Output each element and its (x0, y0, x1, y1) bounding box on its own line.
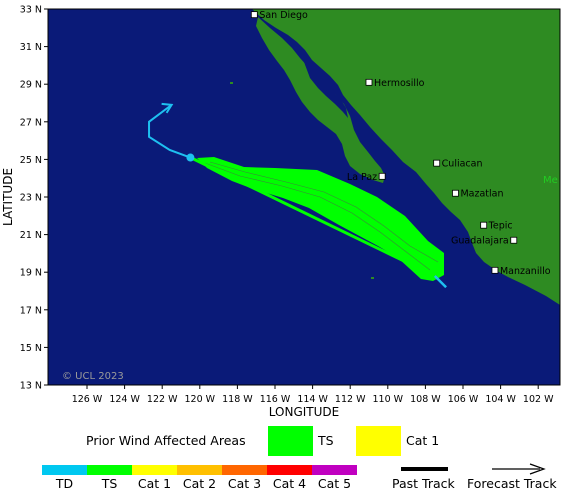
lat-tick-label: 33 N (20, 5, 42, 16)
city-marker (491, 266, 499, 274)
scale-bar (177, 465, 222, 475)
axis-ticks: 33 N 31 N 29 N 27 N 25 N 23 N 21 N 19 N 17 N 15 N… (20, 5, 554, 406)
scale-bar (87, 465, 132, 475)
storm-track (148, 102, 447, 289)
cat1-swatch (356, 426, 401, 456)
swath-line (209, 161, 439, 263)
city-label: Hermosillo (374, 78, 425, 89)
forecast-track-line (148, 104, 191, 159)
lon-tick-label: 104 W (485, 394, 516, 405)
copyright-label: © UCL 2023 (62, 371, 124, 382)
city-label: Guadalajara (451, 236, 509, 247)
forecast-track-label: Forecast Track (467, 476, 557, 491)
scale-label: Cat 3 (227, 476, 262, 491)
island (230, 82, 233, 84)
city-marker (480, 221, 488, 229)
forecast-arrowhead (161, 102, 174, 114)
lon-tick-label: 112 W (335, 394, 366, 405)
past-track-label: Past Track (392, 476, 455, 491)
cat1-swatch-label: Cat 1 (406, 433, 440, 448)
city-label: Culiacan (442, 159, 483, 170)
current-position-marker (186, 153, 195, 162)
lon-tick-label: 122 W (147, 394, 178, 405)
lon-tick-label: 108 W (410, 394, 441, 405)
city-marker (510, 236, 518, 244)
swath-contours (204, 161, 439, 271)
scale-bar (267, 465, 312, 475)
city-marker (365, 78, 373, 86)
lat-tick-label: 21 N (20, 230, 42, 241)
lat-tick-label: 29 N (20, 80, 42, 91)
city-label: La Paz (347, 172, 377, 183)
x-axis-title: LONGITUDE (269, 405, 339, 419)
island (344, 84, 347, 87)
baja-california (256, 17, 385, 183)
lon-tick-label: 114 W (297, 394, 328, 405)
lat-tick-label: 25 N (20, 155, 42, 166)
city-marker (250, 11, 258, 19)
lat-tick-label: 19 N (20, 268, 42, 279)
island (371, 277, 374, 279)
lat-tick-label: 17 N (20, 305, 42, 316)
scale-bar (42, 465, 87, 475)
lat-tick-label: 31 N (20, 42, 42, 53)
prior-wind-label: Prior Wind Affected Areas (86, 433, 246, 448)
lat-tick-label: 23 N (20, 193, 42, 204)
scale-label: TD (55, 476, 74, 491)
scale-label: Cat 2 (182, 476, 217, 491)
swath-line (204, 162, 431, 271)
lon-tick-label: 120 W (185, 394, 216, 405)
city-marker (433, 159, 441, 167)
lon-tick-label: 110 W (373, 394, 404, 405)
land (230, 9, 560, 305)
scale-bar (312, 465, 357, 475)
ts-track-segment (189, 156, 436, 278)
ts-wind-swath (197, 157, 444, 281)
td-track-segment (433, 275, 447, 289)
lat-tick-label: 15 N (20, 343, 42, 354)
city-marker (452, 189, 459, 197)
lon-tick-label: 118 W (222, 394, 253, 405)
lat-tick-label: 27 N (20, 117, 42, 128)
lat-tick-label: 13 N (20, 381, 42, 392)
city-label: Manzanillo (500, 266, 551, 277)
lon-tick-label: 102 W (523, 394, 554, 405)
lon-tick-label: 124 W (109, 394, 140, 405)
ts-swatch (268, 426, 313, 456)
scale-label: Cat 5 (317, 476, 352, 491)
mainland (252, 9, 560, 305)
scale-label: Cat 4 (272, 476, 307, 491)
y-axis-title: LATITUDE (1, 168, 15, 226)
scale-label: TS (101, 476, 118, 491)
city-label: San Diego (259, 10, 308, 21)
lon-tick-label: 116 W (260, 394, 291, 405)
map-frame (47, 8, 561, 386)
scale-bar (222, 465, 267, 475)
city-label: Tepic (488, 221, 513, 232)
ts-swatch-label: TS (318, 433, 334, 448)
city-labels: San Diego Hermosillo Culiacan La Paz Mazatla… (250, 10, 551, 277)
city-marker (378, 172, 386, 180)
lon-tick-label: 106 W (448, 394, 479, 405)
partial-country-label: Me (543, 175, 558, 186)
lon-tick-label: 126 W (72, 394, 103, 405)
city-label: Mazatlan (460, 189, 503, 200)
gulf-channel (304, 62, 348, 118)
scale-bar (132, 465, 177, 475)
scale-label: Cat 1 (137, 476, 172, 491)
